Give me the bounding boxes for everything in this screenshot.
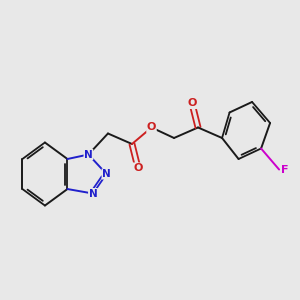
Text: N: N xyxy=(102,169,111,179)
Text: N: N xyxy=(84,149,93,160)
Text: O: O xyxy=(133,163,143,173)
Text: O: O xyxy=(147,122,156,133)
Text: N: N xyxy=(88,188,97,199)
Text: O: O xyxy=(187,98,197,109)
Text: F: F xyxy=(281,164,288,175)
